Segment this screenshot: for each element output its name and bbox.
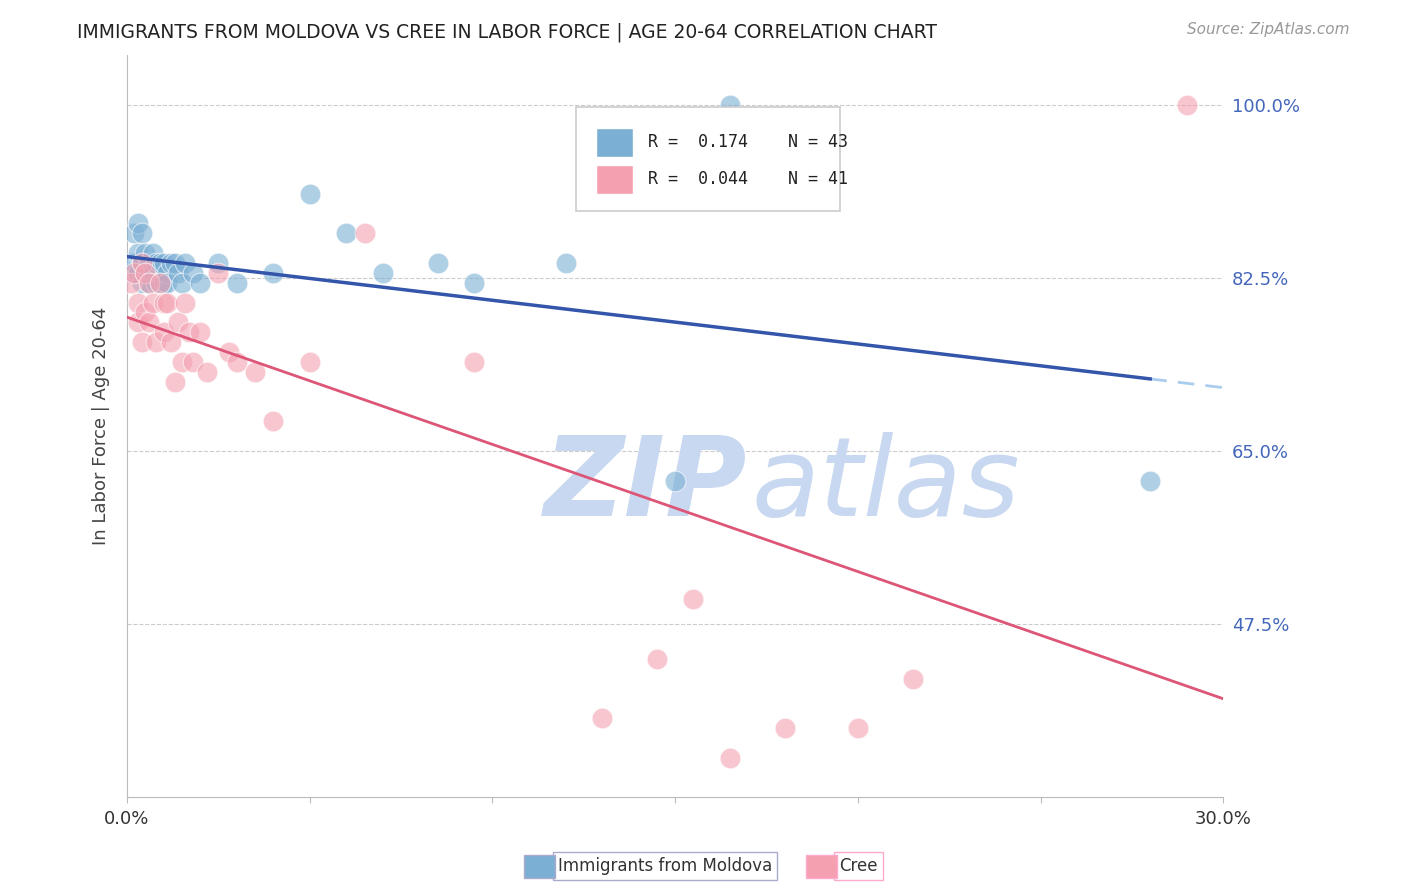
Point (124, 256, 146, 270)
Point (127, 295, 149, 310)
Point (262, 414, 284, 428)
Point (152, 256, 174, 270)
Point (131, 335, 153, 350)
Y-axis label: In Labor Force | Age 20-64: In Labor Force | Age 20-64 (93, 307, 110, 545)
Point (218, 345, 240, 359)
Point (149, 256, 172, 270)
Point (163, 375, 186, 389)
Point (181, 355, 204, 369)
Text: IMMIGRANTS FROM MOLDOVA VS CREE IN LABOR FORCE | AGE 20-64 CORRELATION CHART: IMMIGRANTS FROM MOLDOVA VS CREE IN LABOR… (77, 22, 938, 42)
Point (167, 315, 190, 329)
Point (426, 256, 449, 270)
Point (134, 266, 156, 280)
Point (145, 276, 167, 290)
Point (591, 711, 613, 725)
Point (207, 266, 229, 280)
Point (901, 672, 924, 686)
Point (138, 276, 160, 290)
Point (127, 246, 149, 260)
Point (138, 276, 160, 290)
Point (243, 365, 266, 379)
Point (142, 295, 165, 310)
Point (120, 266, 142, 280)
Point (1139, 474, 1161, 488)
Point (124, 266, 146, 280)
Point (773, 721, 796, 735)
Text: Cree: Cree (839, 857, 877, 875)
Point (207, 256, 229, 270)
Text: Immigrants from Moldova: Immigrants from Moldova (558, 857, 772, 875)
Point (160, 256, 183, 270)
FancyBboxPatch shape (576, 107, 839, 211)
Point (335, 227, 357, 241)
Point (124, 227, 146, 241)
Point (131, 256, 153, 270)
Point (145, 256, 167, 270)
Point (131, 276, 153, 290)
Point (127, 216, 149, 230)
Point (181, 266, 204, 280)
Point (1175, 97, 1198, 112)
Point (554, 256, 576, 270)
Point (718, 97, 741, 112)
Point (152, 325, 174, 339)
Point (298, 186, 321, 201)
Point (127, 266, 149, 280)
Point (664, 474, 686, 488)
Point (167, 266, 190, 280)
Point (152, 276, 174, 290)
Point (152, 295, 174, 310)
Point (138, 315, 160, 329)
Point (298, 355, 321, 369)
Point (142, 246, 165, 260)
Point (149, 276, 172, 290)
Point (197, 365, 219, 379)
Point (156, 295, 179, 310)
Point (138, 256, 160, 270)
Point (134, 246, 156, 260)
Point (262, 266, 284, 280)
Point (142, 266, 165, 280)
FancyBboxPatch shape (596, 165, 634, 194)
Text: atlas: atlas (752, 433, 1021, 539)
Point (463, 355, 485, 369)
Point (174, 295, 197, 310)
Text: Source: ZipAtlas.com: Source: ZipAtlas.com (1187, 22, 1350, 37)
Point (156, 276, 179, 290)
Point (645, 652, 668, 666)
Point (156, 266, 179, 280)
Point (718, 751, 741, 765)
Point (149, 276, 172, 290)
Point (134, 305, 156, 319)
Point (682, 592, 704, 607)
Point (188, 276, 211, 290)
Point (371, 266, 394, 280)
Text: R =  0.044    N = 41: R = 0.044 N = 41 (648, 170, 848, 188)
Point (225, 276, 247, 290)
Point (225, 355, 247, 369)
Point (138, 266, 160, 280)
Point (145, 335, 167, 350)
Point (160, 335, 183, 350)
Point (120, 276, 142, 290)
Point (353, 227, 375, 241)
Text: ZIP: ZIP (544, 433, 747, 539)
Point (174, 256, 197, 270)
Point (170, 355, 193, 369)
Point (463, 276, 485, 290)
Point (131, 227, 153, 241)
Point (163, 256, 186, 270)
Point (179, 325, 201, 339)
FancyBboxPatch shape (596, 128, 634, 157)
Point (127, 315, 149, 329)
Text: R =  0.174    N = 43: R = 0.174 N = 43 (648, 133, 848, 151)
Point (188, 325, 211, 339)
Point (846, 721, 869, 735)
Point (170, 276, 193, 290)
Point (131, 256, 153, 270)
Point (134, 266, 156, 280)
